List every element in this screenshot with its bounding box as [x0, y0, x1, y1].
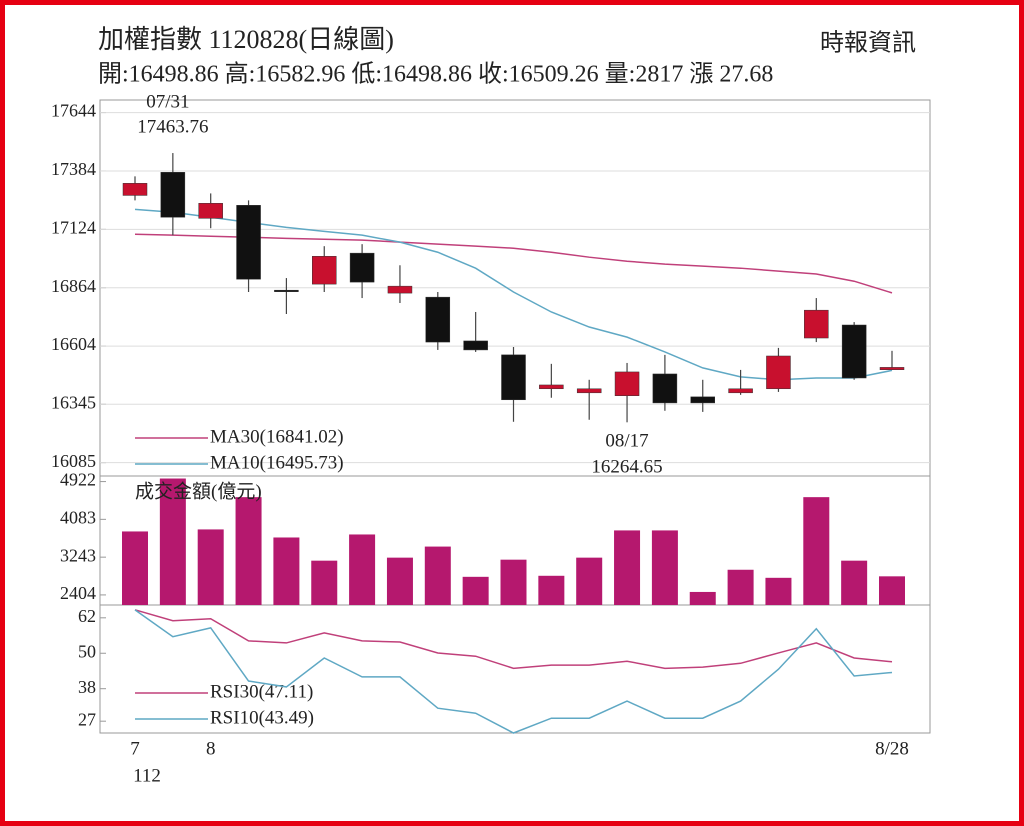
candle-body: [728, 388, 753, 394]
y-tick-label: 17124: [51, 217, 96, 237]
bar: [879, 576, 905, 605]
annotation: 16264.65: [591, 457, 662, 478]
candle-body: [879, 367, 905, 370]
y-tick-label: 16085: [51, 451, 96, 471]
candle-body: [539, 384, 564, 390]
x-tick-label: 8/28: [875, 738, 909, 759]
x-sublabel: 112: [133, 765, 161, 786]
bar: [311, 560, 338, 605]
y-tick-label: 3243: [60, 545, 96, 565]
bar: [727, 569, 754, 605]
candle-body: [122, 183, 148, 196]
candle-body: [236, 205, 261, 280]
chart-subtitle: 開:16498.86 高:16582.96 低:16498.86 收:16509…: [98, 61, 773, 88]
y-tick-label: 4083: [60, 507, 96, 527]
annotation: 17463.76: [137, 116, 208, 137]
bar: [122, 531, 148, 605]
series-line: [134, 233, 893, 294]
bar: [235, 497, 262, 605]
y-tick-label: 4922: [60, 470, 96, 490]
bar: [462, 576, 489, 605]
bar: [689, 591, 716, 605]
annotation: 08/17: [605, 431, 648, 452]
bar: [500, 559, 527, 605]
candle-body: [841, 324, 867, 379]
y-tick-label: 17384: [51, 159, 96, 179]
series-line: [134, 609, 893, 670]
series-line: [134, 208, 893, 381]
y-tick-label: 27: [78, 709, 96, 729]
candle-body: [349, 252, 375, 283]
candle-body: [463, 340, 488, 351]
candle-body: [198, 203, 223, 219]
series-line: [134, 609, 893, 734]
panel-title: 成交金額(億元): [135, 480, 262, 502]
bar: [614, 530, 641, 605]
y-tick-label: 17644: [51, 101, 96, 121]
legend-label: RSI30(47.11): [210, 681, 313, 702]
bar: [803, 497, 830, 605]
bar: [765, 577, 792, 605]
bar: [159, 478, 186, 605]
candle-body: [576, 388, 602, 394]
y-tick-label: 16604: [51, 334, 96, 354]
x-tick-label: 8: [206, 738, 216, 759]
y-tick-label: 50: [78, 641, 96, 661]
candle-body: [766, 355, 791, 390]
legend-label: RSI10(43.49): [210, 707, 314, 728]
chart-title: 加權指數 1120828(日線圖): [98, 25, 394, 54]
candle-body: [501, 354, 526, 401]
candle-body: [312, 256, 337, 285]
bar: [538, 575, 565, 605]
annotation: 07/31: [146, 91, 189, 112]
bar: [576, 557, 603, 605]
candle-body: [425, 296, 451, 343]
legend-label: MA30(16841.02): [210, 426, 344, 447]
y-tick-label: 38: [78, 677, 96, 697]
bar: [651, 530, 678, 605]
y-tick-label: 2404: [60, 583, 96, 603]
bar: [273, 537, 300, 605]
plot-frame: [99, 99, 931, 734]
legend-label: MA10(16495.73): [210, 452, 344, 473]
candle-body: [614, 371, 640, 396]
candle-body: [652, 373, 678, 404]
bar: [841, 560, 868, 605]
candle-body: [387, 285, 413, 294]
candle-body: [804, 309, 829, 339]
candle-body: [690, 396, 715, 404]
bar: [386, 557, 413, 605]
candle-body: [160, 172, 186, 218]
x-tick-label: 7: [130, 738, 140, 759]
source: 時報資訊: [820, 30, 916, 57]
y-tick-label: 16345: [51, 392, 96, 412]
bar: [349, 534, 376, 605]
bar: [424, 546, 451, 605]
bar: [197, 529, 224, 605]
candle-body: [274, 289, 299, 292]
y-tick-label: 62: [78, 606, 96, 626]
y-tick-label: 16864: [51, 276, 96, 296]
